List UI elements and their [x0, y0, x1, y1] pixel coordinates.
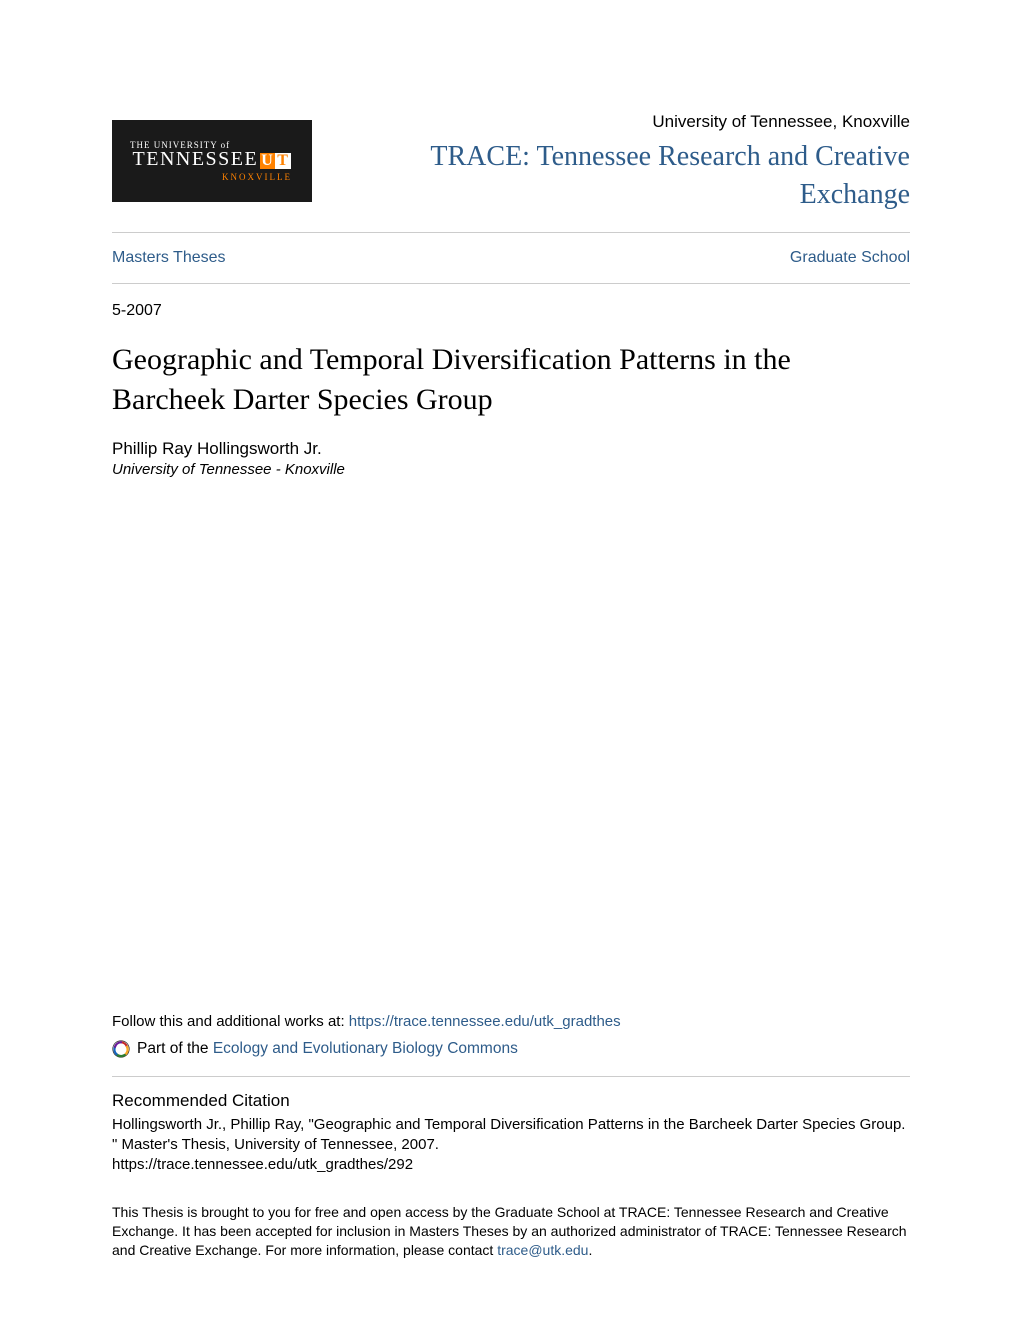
author-name: Phillip Ray Hollingsworth Jr. [112, 439, 910, 459]
divider-citation [112, 1076, 910, 1077]
page-container: THE UNIVERSITY of TENNESSEE U T KNOXVILL… [0, 0, 1020, 538]
logo-ut-badge: U T [260, 153, 291, 169]
header-row: THE UNIVERSITY of TENNESSEE U T KNOXVILL… [112, 112, 910, 214]
lower-block: Follow this and additional works at: htt… [112, 1013, 910, 1260]
footer-statement: This Thesis is brought to you for free a… [112, 1203, 910, 1260]
commons-link[interactable]: Ecology and Evolutionary Biology Commons [213, 1040, 518, 1057]
citation-url: https://trace.tennessee.edu/utk_gradthes… [112, 1156, 413, 1173]
logo-badge-t: T [275, 153, 291, 169]
contact-email-link[interactable]: trace@utk.edu [497, 1242, 588, 1258]
logo-line2: TENNESSEE U T [133, 148, 292, 171]
community-link[interactable]: Graduate School [790, 249, 910, 267]
citation-body: Hollingsworth Jr., Phillip Ray, "Geograp… [112, 1115, 910, 1176]
logo-line3: KNOXVILLE [222, 172, 292, 182]
header-text: University of Tennessee, Knoxville TRACE… [340, 112, 910, 214]
publication-date: 5-2007 [112, 284, 910, 328]
citation-heading: Recommended Citation [112, 1091, 910, 1111]
partof-prefix: Part of the [137, 1040, 213, 1057]
follow-link[interactable]: https://trace.tennessee.edu/utk_gradthes [349, 1013, 621, 1030]
follow-prefix: Follow this and additional works at: [112, 1013, 349, 1030]
university-logo[interactable]: THE UNIVERSITY of TENNESSEE U T KNOXVILL… [112, 120, 312, 202]
follow-line: Follow this and additional works at: htt… [112, 1013, 910, 1030]
footer-suffix: . [588, 1242, 592, 1258]
logo-badge-u: U [260, 153, 275, 169]
repository-title-link[interactable]: TRACE: Tennessee Research and Creative E… [340, 138, 910, 214]
commons-network-icon [112, 1040, 130, 1058]
partof-line: Part of the Ecology and Evolutionary Bio… [112, 1040, 910, 1058]
document-title: Geographic and Temporal Diversification … [112, 328, 910, 439]
citation-text: Hollingsworth Jr., Phillip Ray, "Geograp… [112, 1116, 905, 1153]
breadcrumb-row: Masters Theses Graduate School [112, 233, 910, 283]
logo-wordmark: TENNESSEE [133, 148, 259, 171]
university-name: University of Tennessee, Knoxville [340, 112, 910, 132]
collection-link[interactable]: Masters Theses [112, 249, 226, 267]
partof-text: Part of the Ecology and Evolutionary Bio… [137, 1040, 518, 1058]
author-affiliation: University of Tennessee - Knoxville [112, 461, 910, 478]
